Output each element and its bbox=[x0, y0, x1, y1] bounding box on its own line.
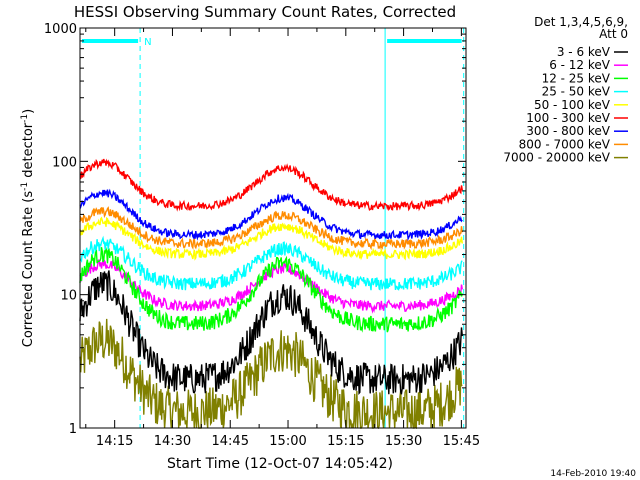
legend-label-9: 7000 - 20000 keV bbox=[503, 151, 610, 165]
y-tick-label-1: 10 bbox=[60, 289, 77, 304]
legend-label-1: 3 - 6 keV bbox=[557, 45, 611, 59]
legend-label-8: 800 - 7000 keV bbox=[519, 137, 611, 151]
x-tick-label-0: 14:15 bbox=[96, 434, 133, 449]
y-axis: 1 10 100 1000 bbox=[44, 22, 466, 437]
x-tick-label-1: 14:30 bbox=[154, 434, 191, 449]
series-line-7 bbox=[79, 188, 463, 242]
x-tick-label-6: 15:45 bbox=[443, 434, 480, 449]
legend-header-line-2: Att 0 bbox=[599, 27, 628, 41]
legend-label-5: 50 - 100 keV bbox=[534, 98, 611, 112]
series-line-8 bbox=[79, 206, 463, 251]
y-tick-label-3: 1000 bbox=[44, 22, 77, 37]
legend-label-7: 300 - 800 keV bbox=[526, 124, 610, 138]
series-line-5 bbox=[79, 216, 463, 261]
chart-title: HESSI Observing Summary Count Rates, Cor… bbox=[74, 3, 456, 21]
footer-timestamp: 14-Feb-2010 19:40 bbox=[550, 469, 636, 479]
series-line-3 bbox=[79, 245, 463, 333]
series-line-6 bbox=[79, 158, 463, 212]
legend-label-4: 25 - 50 keV bbox=[542, 85, 611, 99]
plot-area: N bbox=[79, 28, 465, 430]
series-line-1 bbox=[79, 270, 463, 396]
series-line-9 bbox=[79, 318, 463, 430]
plot-frame bbox=[79, 27, 467, 429]
legend-label-3: 12 - 25 keV bbox=[542, 71, 611, 85]
series-line-4 bbox=[79, 235, 463, 291]
y-tick-label-0: 1 bbox=[69, 422, 77, 437]
x-axis-label: Start Time (12-Oct-07 14:05:42) bbox=[167, 456, 393, 472]
night-flag-label: N bbox=[144, 37, 151, 48]
y-axis-label: Corrected Count Rate (s-1 detector-1) bbox=[20, 109, 36, 347]
legend-label-6: 100 - 300 keV bbox=[526, 111, 610, 125]
x-tick-label-4: 15:15 bbox=[327, 434, 364, 449]
x-tick-label-5: 15:30 bbox=[385, 434, 422, 449]
legend-header-line-1: Det 1,3,4,5,6,9, bbox=[534, 15, 628, 29]
legend-label-2: 6 - 12 keV bbox=[549, 58, 611, 72]
y-tick-label-2: 100 bbox=[52, 155, 77, 170]
x-axis: 14:15 14:30 14:45 15:00 15:15 15:30 15:45 bbox=[85, 28, 480, 449]
x-tick-label-3: 15:00 bbox=[269, 434, 306, 449]
x-tick-label-2: 14:45 bbox=[212, 434, 249, 449]
